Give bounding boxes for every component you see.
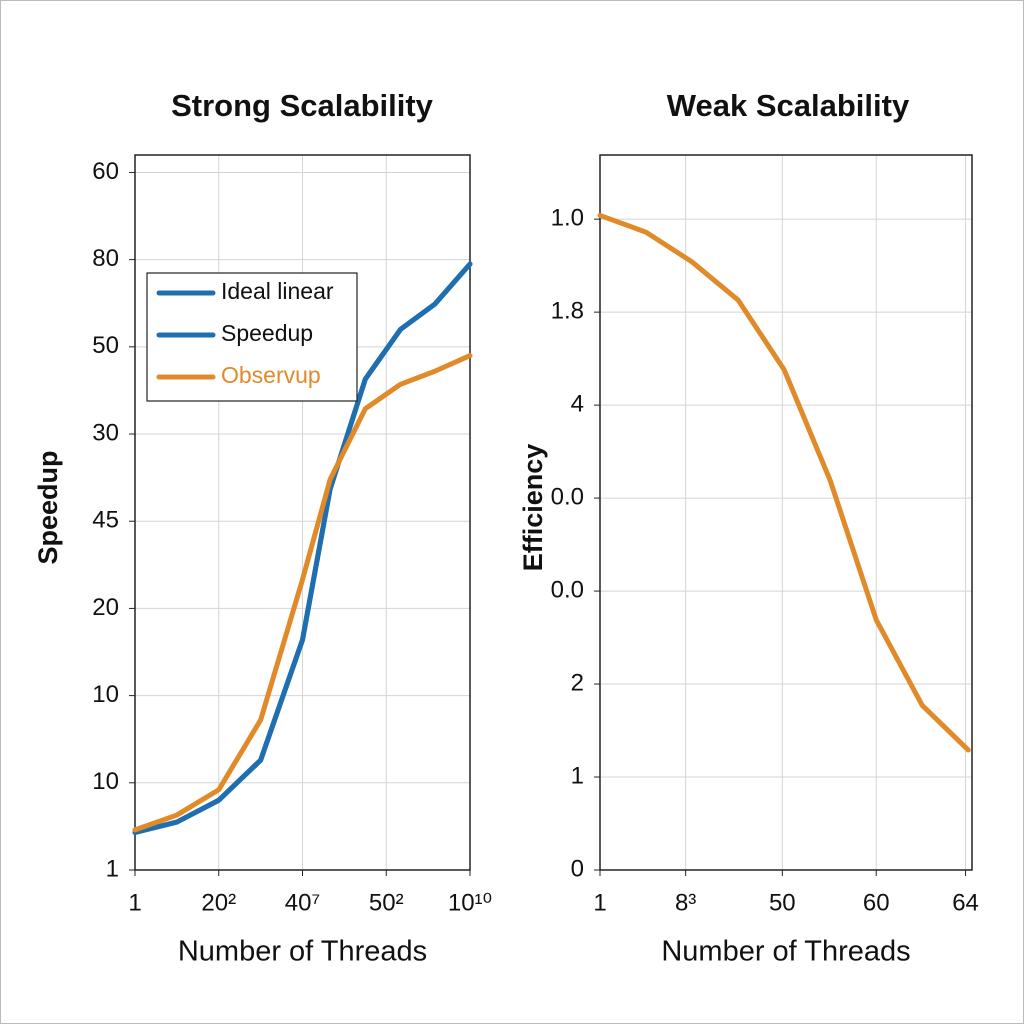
legend-label: Speedup (221, 320, 313, 346)
x-tick-label: 64 (952, 889, 979, 916)
x-axis-label: Number of Threads (178, 936, 427, 968)
y-tick-label: 1.8 (551, 297, 584, 324)
x-axis-label: Number of Threads (661, 936, 910, 968)
line-series (132, 353, 473, 833)
x-tick-label: 1 (128, 889, 141, 916)
y-tick-label: 30 (92, 419, 119, 446)
x-tick-label: 20² (201, 889, 236, 916)
y-tick-label: 20 (92, 594, 119, 621)
x-tick-label: 10¹⁰ (448, 889, 492, 916)
y-axis-label: Speedup (33, 450, 63, 564)
y-tick-label: 1.0 (551, 204, 584, 231)
line-series (132, 261, 473, 836)
y-tick-label: 2 (571, 669, 584, 696)
x-tick-label: 40⁷ (285, 889, 320, 916)
x-tick-label: 8³ (675, 889, 696, 916)
y-tick-label: 1 (571, 762, 584, 789)
x-tick-label: 60 (863, 889, 890, 916)
chart-title: Weak Scalability (667, 88, 910, 123)
x-tick-label: 50² (369, 889, 404, 916)
y-tick-label: 45 (92, 507, 119, 534)
y-axis-label: Efficiency (518, 444, 548, 572)
y-tick-label: 50 (92, 332, 119, 359)
plot-frame (599, 154, 973, 871)
y-tick-label: 0 (571, 855, 584, 882)
y-tick-label: 80 (92, 245, 119, 272)
x-tick-label: 1 (593, 889, 606, 916)
y-tick-label: 10 (92, 768, 119, 795)
y-tick-label: 0.0 (551, 576, 584, 603)
plot-frame (134, 154, 471, 871)
x-tick-label: 50 (769, 889, 796, 916)
legend-label: Observup (221, 362, 321, 388)
y-tick-label: 0.0 (551, 483, 584, 510)
legend-label: Ideal linear (221, 278, 334, 304)
line-series (597, 212, 971, 753)
y-tick-label: 60 (92, 158, 119, 185)
y-tick-label: 4 (571, 390, 584, 417)
y-tick-label: 10 (92, 681, 119, 708)
chart-title: Strong Scalability (171, 88, 434, 123)
y-tick-label: 1 (106, 855, 119, 882)
